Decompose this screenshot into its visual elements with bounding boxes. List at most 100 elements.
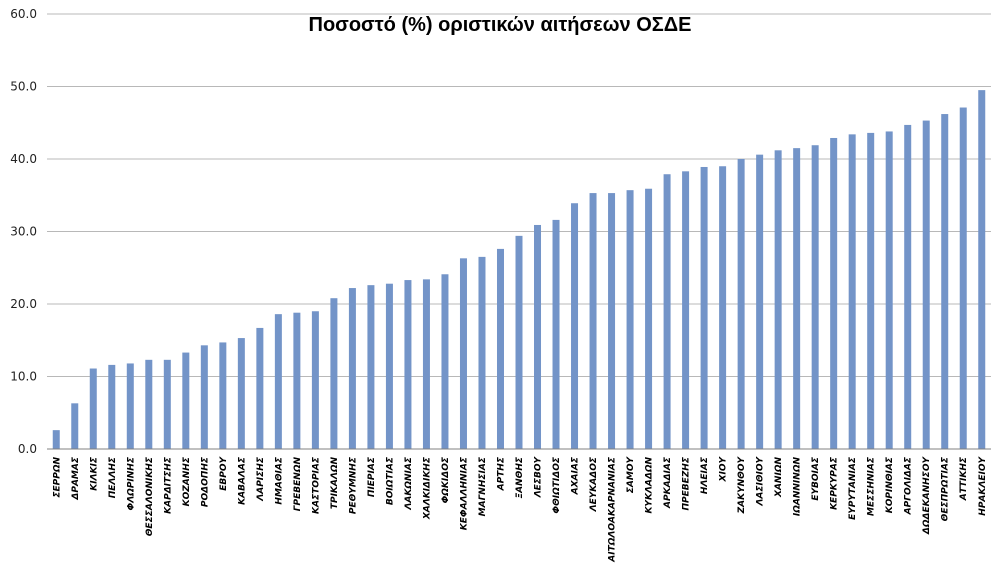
- y-tick-label: 50.0: [10, 80, 37, 94]
- bar: [422, 279, 430, 449]
- bar: [71, 403, 79, 449]
- x-tick-label: ΚΑΡΔΙΤΣΗΣ: [163, 456, 173, 514]
- bar: [867, 132, 875, 449]
- x-tick-label: ΚΕΦΑΛΛΗΝΙΑΣ: [459, 456, 469, 530]
- bar: [219, 342, 227, 449]
- bar: [959, 107, 967, 450]
- y-tick-label: 20.0: [10, 297, 37, 311]
- bar: [145, 359, 153, 449]
- y-tick-label: 60.0: [10, 7, 37, 21]
- x-tick-label: ΛΑΣΙΘΙΟΥ: [756, 456, 766, 507]
- x-tick-label: ΔΡΑΜΑΣ: [71, 456, 81, 500]
- x-tick-label: ΕΥΡΥΤΑΝΙΑΣ: [848, 456, 858, 520]
- x-tick-label: ΗΜΑΘΙΑΣ: [274, 456, 284, 504]
- bar: [367, 285, 375, 449]
- x-tick-label: ΜΕΣΣΗΝΙΑΣ: [867, 456, 877, 516]
- x-tick-label: ΙΩΑΝΝΙΝΩΝ: [793, 457, 803, 517]
- y-axis-ticks: 0.0 10.0 20.0 30.0 40.0 50.0 60.0: [10, 7, 37, 456]
- x-tick-label: ΠΕΛΛΗΣ: [108, 456, 118, 498]
- x-tick-label: ΚΑΒΑΛΑΣ: [237, 456, 247, 505]
- x-tick-label: ΠΡΕΒΕΖΗΣ: [682, 456, 692, 510]
- x-tick-label: ΑΧΑΙΑΣ: [571, 456, 581, 495]
- x-tick-label: ΑΤΤΙΚΗΣ: [959, 456, 969, 501]
- x-tick-label: ΣΑΜΟΥ: [626, 456, 636, 494]
- bar: [126, 363, 134, 449]
- bar: [552, 219, 560, 449]
- bar: [163, 359, 171, 449]
- x-tick-label: ΖΑΚΥΝΘΟΥ: [737, 456, 747, 515]
- x-tick-label: ΑΡΤΗΣ: [496, 456, 506, 491]
- bar: [571, 203, 579, 449]
- x-tick-label: ΧΙΟΥ: [719, 456, 729, 483]
- bar: [589, 193, 597, 449]
- bar: [626, 190, 634, 450]
- x-tick-label: ΜΑΓΝΗΣΙΑΣ: [478, 456, 488, 516]
- bar: [182, 352, 190, 449]
- bar: [756, 154, 764, 449]
- bar: [89, 368, 97, 449]
- x-tick-label: ΑΡΚΑΔΙΑΣ: [663, 456, 673, 509]
- bar: [311, 311, 319, 449]
- x-tick-label: ΦΛΩΡΙΝΗΣ: [126, 456, 136, 510]
- bar: [737, 159, 745, 449]
- x-tick-label: ΔΩΔΕΚΑΝΗΣΟΥ: [922, 456, 932, 536]
- x-tick-label: ΕΥΒΟΙΑΣ: [811, 456, 821, 500]
- x-tick-label: ΡΟΔΟΠΗΣ: [200, 456, 210, 507]
- x-tick-label: ΓΡΕΒΕΝΩΝ: [293, 457, 303, 512]
- bar: [811, 145, 819, 449]
- x-tick-label: ΤΡΙΚΑΛΩΝ: [330, 457, 340, 510]
- bar: [256, 327, 264, 449]
- bar: [52, 430, 60, 449]
- x-tick-label: ΛΑΚΩΝΙΑΣ: [404, 456, 414, 510]
- x-tick-label: ΚΟΖΑΝΗΣ: [182, 456, 192, 506]
- bar: [793, 148, 801, 450]
- bar: [608, 193, 616, 449]
- bar: [441, 274, 449, 449]
- x-tick-label: ΚΟΡΙΝΘΙΑΣ: [885, 456, 895, 513]
- bar: [830, 137, 838, 450]
- chart-title: Ποσοστό (%) οριστικών αιτήσεων ΟΣΔΕ: [309, 14, 692, 36]
- x-tick-label: ΗΛΕΙΑΣ: [700, 456, 710, 494]
- bar: [904, 124, 912, 450]
- bar: [459, 258, 467, 449]
- x-tick-label: ΗΡΑΚΛΕΙΟΥ: [978, 456, 988, 516]
- bar: [348, 288, 356, 449]
- x-tick-label: ΣΕΡΡΩΝ: [52, 457, 62, 498]
- bar: [848, 134, 856, 449]
- x-tick-label: ΡΕΘΥΜΝΗΣ: [348, 456, 358, 514]
- bar: [293, 312, 301, 449]
- bar: [200, 345, 208, 449]
- bar: [700, 166, 708, 450]
- bar: [719, 166, 727, 449]
- x-tick-label: ΘΕΣΣΑΛΟΝΙΚΗΣ: [145, 456, 155, 536]
- x-tick-label: ΛΑΡΙΣΗΣ: [256, 456, 266, 502]
- bar: [496, 248, 504, 449]
- x-tick-label: ΠΙΕΡΙΑΣ: [367, 456, 377, 497]
- y-tick-label: 10.0: [10, 370, 37, 384]
- x-tick-label: ΘΕΣΠΡΩΤΙΑΣ: [941, 456, 951, 521]
- x-tick-label: ΒΟΙΩΤΙΑΣ: [385, 456, 395, 505]
- bar: [922, 120, 930, 449]
- x-tick-label: ΞΑΝΘΗΣ: [515, 456, 525, 498]
- x-tick-label: ΚΑΣΤΟΡΙΑΣ: [311, 456, 321, 514]
- bar: [645, 188, 653, 450]
- x-tick-label: ΧΑΝΙΩΝ: [774, 457, 784, 498]
- bar: [385, 283, 393, 449]
- x-tick-label: ΛΕΣΒΟΥ: [534, 456, 544, 499]
- bar: [404, 280, 412, 449]
- x-tick-label: ΦΩΚΙΔΟΣ: [441, 456, 451, 503]
- bar: [515, 235, 523, 449]
- x-tick-label: ΕΒΡΟΥ: [219, 456, 229, 491]
- x-tick-label: ΚΕΡΚΥΡΑΣ: [830, 456, 840, 510]
- y-tick-label: 40.0: [10, 152, 37, 166]
- bars: [52, 90, 986, 450]
- bar: [237, 338, 245, 449]
- bar: [978, 90, 986, 450]
- bar: [663, 174, 671, 450]
- y-tick-label: 30.0: [10, 225, 37, 239]
- bar: [478, 256, 486, 450]
- x-tick-label: ΧΑΛΚΙΔΙΚΗΣ: [422, 456, 432, 520]
- bar: [774, 150, 782, 450]
- y-tick-label: 0.0: [18, 442, 37, 456]
